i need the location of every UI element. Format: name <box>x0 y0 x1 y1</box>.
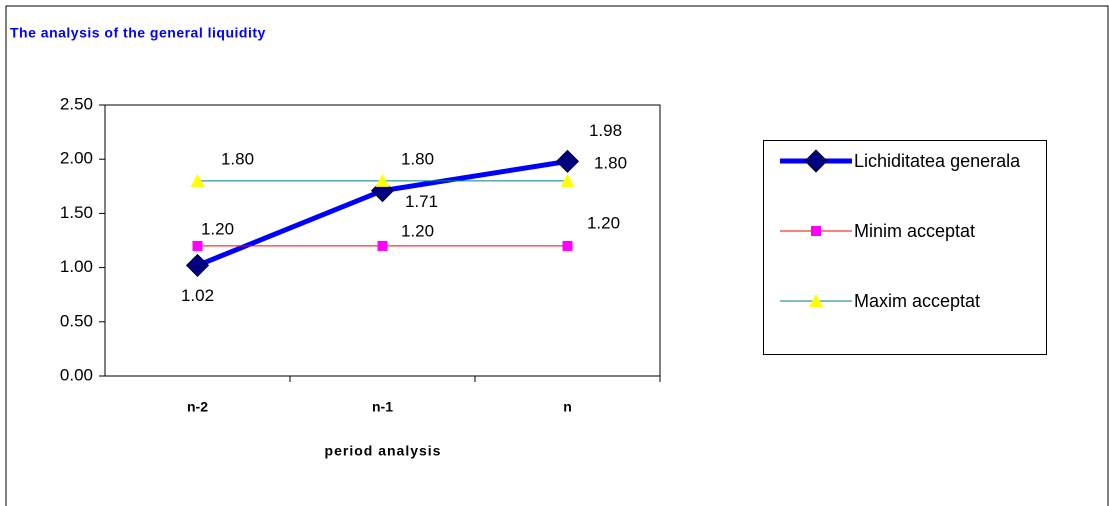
data-point <box>185 253 210 277</box>
data-label: 1.20 <box>401 221 434 240</box>
legend-marker <box>811 226 821 236</box>
legend-swatch <box>780 294 852 307</box>
plot-area <box>104 104 661 377</box>
legend-marker <box>804 149 828 173</box>
y-tick-label: 1.50 <box>60 203 93 222</box>
chart-title: The analysis of the general liquidity <box>10 25 266 41</box>
x-axis-title: period analysis <box>325 443 442 459</box>
data-point <box>192 240 203 251</box>
legend-marker <box>809 294 823 307</box>
x-tick-label: n <box>563 399 572 415</box>
data-point <box>375 173 390 187</box>
y-tick-label: 1.00 <box>60 257 93 276</box>
legend: Lichiditatea generala Minim acceptat Maxim… <box>763 140 1047 355</box>
data-point <box>562 240 573 251</box>
data-label: 1.80 <box>401 149 434 168</box>
legend-swatch <box>780 149 852 173</box>
y-tick-label: 0.50 <box>60 311 93 330</box>
data-label: 1.20 <box>201 219 234 238</box>
legend-swatch <box>780 226 852 236</box>
data-point <box>190 173 205 187</box>
data-label: 1.71 <box>405 192 438 211</box>
data-label: 1.20 <box>587 213 620 232</box>
legend-label: Maxim acceptat <box>854 291 981 311</box>
x-tick-label: n-1 <box>372 399 393 415</box>
data-label: 1.98 <box>589 121 622 140</box>
y-tick-label: 2.00 <box>60 149 93 168</box>
data-point <box>555 149 580 173</box>
data-label: 1.80 <box>221 149 254 168</box>
legend-label: Lichiditatea generala <box>854 151 1021 171</box>
y-tick-label: 2.50 <box>60 94 93 113</box>
data-point <box>377 240 388 251</box>
data-label: 1.80 <box>594 153 627 172</box>
data-label: 1.02 <box>181 286 214 305</box>
data-point <box>560 173 575 187</box>
y-tick-label: 0.00 <box>60 365 93 384</box>
x-tick-label: n-2 <box>187 399 208 415</box>
chart-border <box>5 5 1109 506</box>
legend-label: Minim acceptat <box>854 221 976 241</box>
